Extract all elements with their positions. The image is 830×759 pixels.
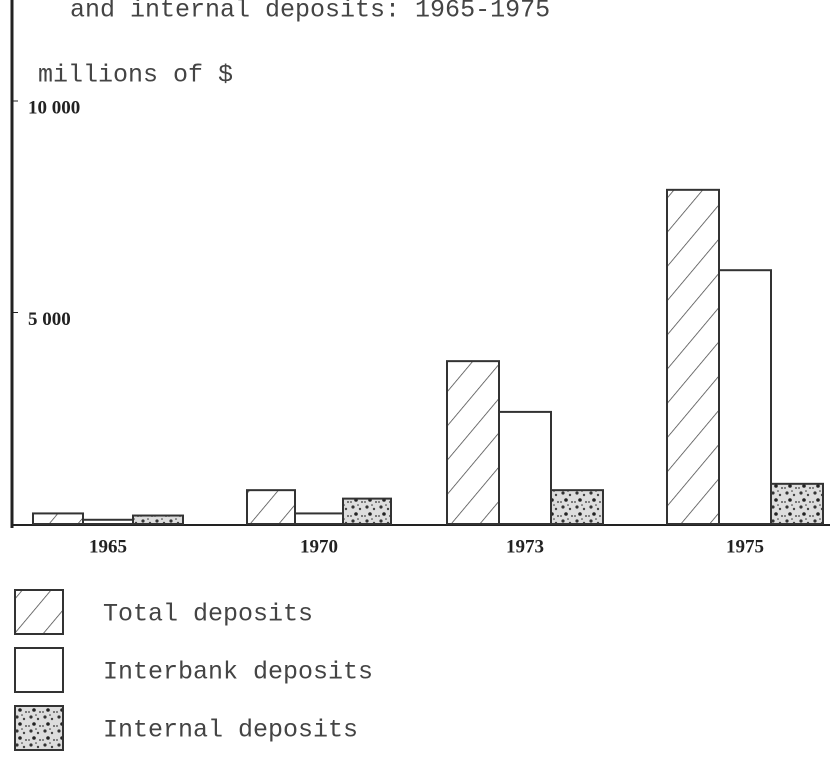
bar	[770, 482, 824, 526]
legend-swatch	[14, 647, 64, 693]
bar	[82, 518, 134, 526]
legend-label: Interbank deposits	[103, 658, 373, 687]
legend-swatch	[14, 589, 64, 635]
bar	[666, 188, 720, 526]
bar	[246, 489, 296, 526]
bar	[132, 514, 184, 525]
legend-label: Total deposits	[103, 600, 313, 629]
y-tick-label: 5 000	[28, 309, 71, 330]
bar	[498, 410, 552, 525]
bar	[446, 360, 500, 525]
x-tick-label: 1973	[506, 536, 544, 557]
x-tick-label: 1970	[300, 536, 338, 557]
bar	[718, 269, 772, 526]
chart-title: and internal deposits: 1965-1975	[70, 0, 550, 25]
bar	[550, 489, 604, 526]
x-tick-label: 1965	[89, 536, 127, 557]
x-tick-label: 1975	[726, 536, 764, 557]
bar	[32, 512, 84, 525]
y-tick-label: 10 000	[28, 97, 80, 118]
legend-label: Internal deposits	[103, 716, 358, 745]
y-axis-label: millions of $	[38, 61, 233, 90]
bar	[342, 497, 392, 525]
legend-swatch	[14, 705, 64, 751]
bar	[294, 512, 344, 525]
